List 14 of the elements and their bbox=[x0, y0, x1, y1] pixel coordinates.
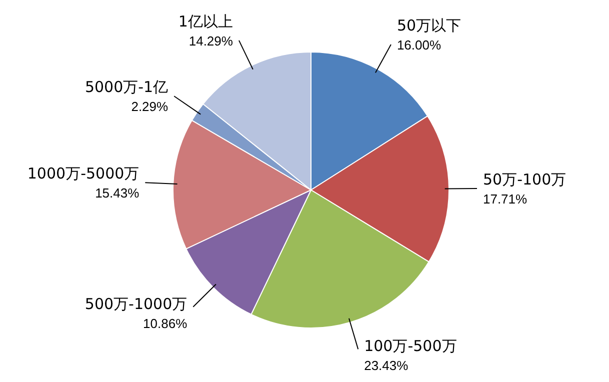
data-label: 15.43% bbox=[95, 186, 140, 201]
data-label: 17.71% bbox=[482, 191, 528, 206]
data-label: 23.43% bbox=[364, 358, 409, 374]
slice-label: 50万-100万 bbox=[482, 170, 566, 188]
slice-label: 100万-500万 bbox=[364, 337, 457, 356]
data-label: 2.29% bbox=[131, 99, 169, 114]
data-label: 14.29% bbox=[188, 33, 234, 48]
slice-label: 5000万-1亿 bbox=[84, 78, 168, 96]
slice-label: 500万-1000万 bbox=[84, 294, 188, 313]
data-label: 10.86% bbox=[143, 316, 188, 331]
slice-label: 50万以下 bbox=[396, 16, 462, 35]
data-label: 16.00% bbox=[396, 38, 442, 53]
slice-label: 1000万-5000万 bbox=[27, 164, 140, 183]
slice-label: 1亿以上 bbox=[178, 12, 233, 30]
